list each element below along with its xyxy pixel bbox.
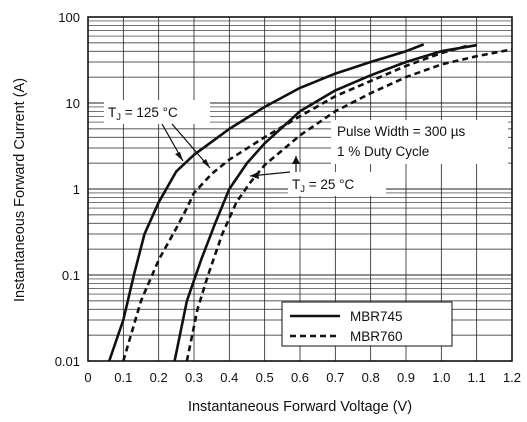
- x-axis-label: Instantaneous Forward Voltage (V): [188, 399, 412, 415]
- y-tick-label: 100: [58, 10, 80, 25]
- series-line-3-mbr745: [173, 43, 477, 362]
- series-line-2-mbr760: [122, 43, 470, 362]
- svg-text:TJ = 125 °C: TJ = 125 °C: [108, 105, 178, 123]
- series-line-1-mbr745: [107, 43, 425, 362]
- annotation-tj-25-sub: J: [300, 184, 305, 195]
- legend: MBR745 MBR760: [281, 301, 453, 347]
- series-line-4-mbr760: [185, 48, 513, 362]
- x-tick-label: 0.3: [185, 370, 203, 385]
- x-tick-label: 1.2: [503, 370, 521, 385]
- tick-labels: 0 0.1 0.2 0.3 0.4 0.5 0.6 0.7 0.8 0.9 1.0 1.1 1.2 0.0…: [55, 10, 521, 385]
- y-axis-label: Instantaneous Forward Current (A): [12, 78, 28, 302]
- x-tick-label: 0.4: [220, 370, 238, 385]
- x-tick-label: 1.1: [468, 370, 486, 385]
- annotation-tj-25: TJ = 25 °C: [249, 156, 386, 196]
- x-tick-label: 0.1: [114, 370, 132, 385]
- annotation-pulse-line2: 1 % Duty Cycle: [337, 144, 429, 159]
- y-tick-label: 0.01: [55, 354, 80, 369]
- annotation-pulse-line1: Pulse Width = 300 µs: [337, 124, 465, 139]
- curves: [107, 43, 513, 362]
- annotation-tj-25-suffix: = 25 °C: [305, 177, 355, 192]
- legend-label-mbr745: MBR745: [350, 309, 403, 324]
- svg-text:TJ = 25 °C: TJ = 25 °C: [292, 177, 355, 195]
- annotation-tj-125: TJ = 125 °C: [104, 100, 211, 169]
- plot-frame: [87, 16, 513, 362]
- annotation-tj-125-sub: J: [116, 112, 121, 123]
- x-tick-label: 1.0: [432, 370, 450, 385]
- x-tick-label: 0.6: [291, 370, 309, 385]
- y-tick-label: 0.1: [62, 268, 80, 283]
- x-tick-label: 0.2: [150, 370, 168, 385]
- annotation-tj-125-suffix: = 125 °C: [121, 105, 178, 120]
- y-tick-label: 1: [73, 182, 80, 197]
- annotation-tj-125-prefix: T: [108, 105, 116, 120]
- x-tick-label: 0: [84, 370, 91, 385]
- x-tick-label: 0.5: [256, 370, 274, 385]
- x-tick-label: 0.8: [362, 370, 380, 385]
- legend-label-mbr760: MBR760: [350, 329, 403, 344]
- annotation-pulse: Pulse Width = 300 µs 1 % Duty Cycle: [331, 120, 508, 164]
- y-tick-label: 10: [66, 96, 80, 111]
- x-tick-label: 0.7: [326, 370, 344, 385]
- annotation-tj-25-prefix: T: [292, 177, 300, 192]
- x-tick-label: 0.9: [397, 370, 415, 385]
